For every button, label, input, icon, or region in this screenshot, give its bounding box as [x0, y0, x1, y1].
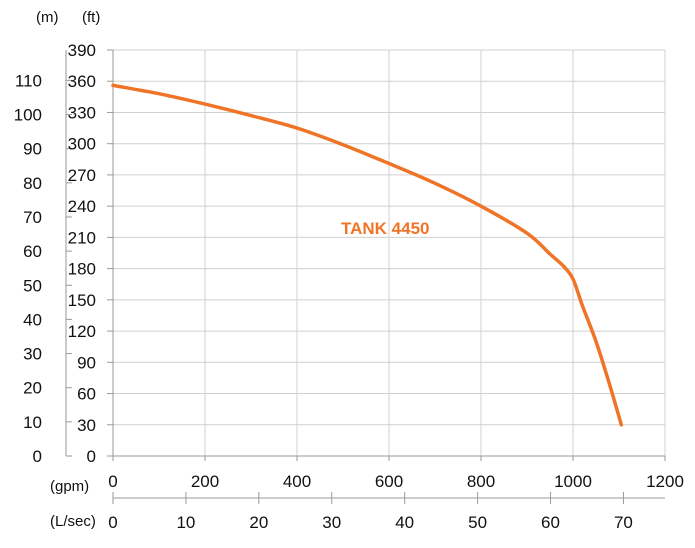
y-tick-label-ft-0: 0	[87, 447, 96, 466]
x-tick-label-lsec-30: 30	[322, 513, 341, 532]
y-tick-label-ft-150: 150	[68, 291, 96, 310]
y-tick-label-m-110: 110	[15, 71, 42, 90]
y-tick-label-ft-390: 390	[68, 41, 96, 60]
y-tick-label-m-90: 90	[23, 140, 42, 159]
x-tick-label-lsec-60: 60	[541, 513, 560, 532]
y-tick-label-ft-90: 90	[77, 353, 96, 372]
y-tick-label-m-20: 20	[23, 379, 42, 398]
y-tick-label-m-30: 30	[23, 345, 42, 364]
y-tick-label-ft-360: 360	[68, 72, 96, 91]
y-tick-label-ft-270: 270	[68, 166, 96, 185]
y-tick-label-m-80: 80	[23, 174, 42, 193]
y-tick-label-m-40: 40	[23, 310, 42, 329]
x-tick-label-lsec-70: 70	[614, 513, 633, 532]
x-tick-label-gpm-1000: 1000	[554, 472, 592, 491]
unit-gpm-label: (gpm)	[50, 478, 89, 495]
x-tick-label-gpm-400: 400	[283, 472, 311, 491]
x-tick-label-gpm-800: 800	[467, 472, 495, 491]
x-tick-label-gpm-0: 0	[108, 472, 117, 491]
y-tick-label-ft-210: 210	[68, 228, 96, 247]
y-tick-label-ft-300: 300	[68, 135, 96, 154]
y-tick-label-m-100: 100	[14, 106, 42, 125]
x-tick-label-lsec-20: 20	[249, 513, 268, 532]
y-tick-label-ft-30: 30	[77, 416, 96, 435]
unit-lsec-label: (L/sec)	[50, 513, 96, 530]
y-tick-label-ft-60: 60	[77, 385, 96, 404]
y-tick-label-m-60: 60	[23, 242, 42, 261]
x-tick-label-lsec-40: 40	[395, 513, 414, 532]
axes	[65, 49, 666, 504]
series-annotation: TANK 4450	[341, 219, 430, 238]
x-tick-label-lsec-50: 50	[468, 513, 487, 532]
tick-labels: 0306090120150180210240270300330360390010…	[14, 41, 684, 532]
y-tick-label-m-10: 10	[23, 413, 42, 432]
unit-ft-label: (ft)	[82, 9, 100, 26]
y-tick-label-m-70: 70	[23, 208, 42, 227]
x-tick-label-lsec-0: 0	[108, 513, 117, 532]
series-group	[111, 83, 624, 427]
y-tick-label-m-0: 0	[33, 447, 42, 466]
y-tick-label-ft-180: 180	[68, 260, 96, 279]
y-tick-label-ft-240: 240	[68, 197, 96, 216]
series-line-0	[111, 83, 624, 427]
x-tick-label-gpm-200: 200	[191, 472, 219, 491]
unit-m-label: (m)	[36, 9, 59, 26]
y-tick-label-ft-330: 330	[68, 103, 96, 122]
x-tick-label-lsec-10: 10	[176, 513, 195, 532]
grid-lines	[113, 49, 666, 456]
x-tick-label-gpm-1200: 1200	[646, 472, 684, 491]
y-tick-label-m-50: 50	[23, 276, 42, 295]
x-tick-label-gpm-600: 600	[375, 472, 403, 491]
y-tick-label-ft-120: 120	[68, 322, 96, 341]
